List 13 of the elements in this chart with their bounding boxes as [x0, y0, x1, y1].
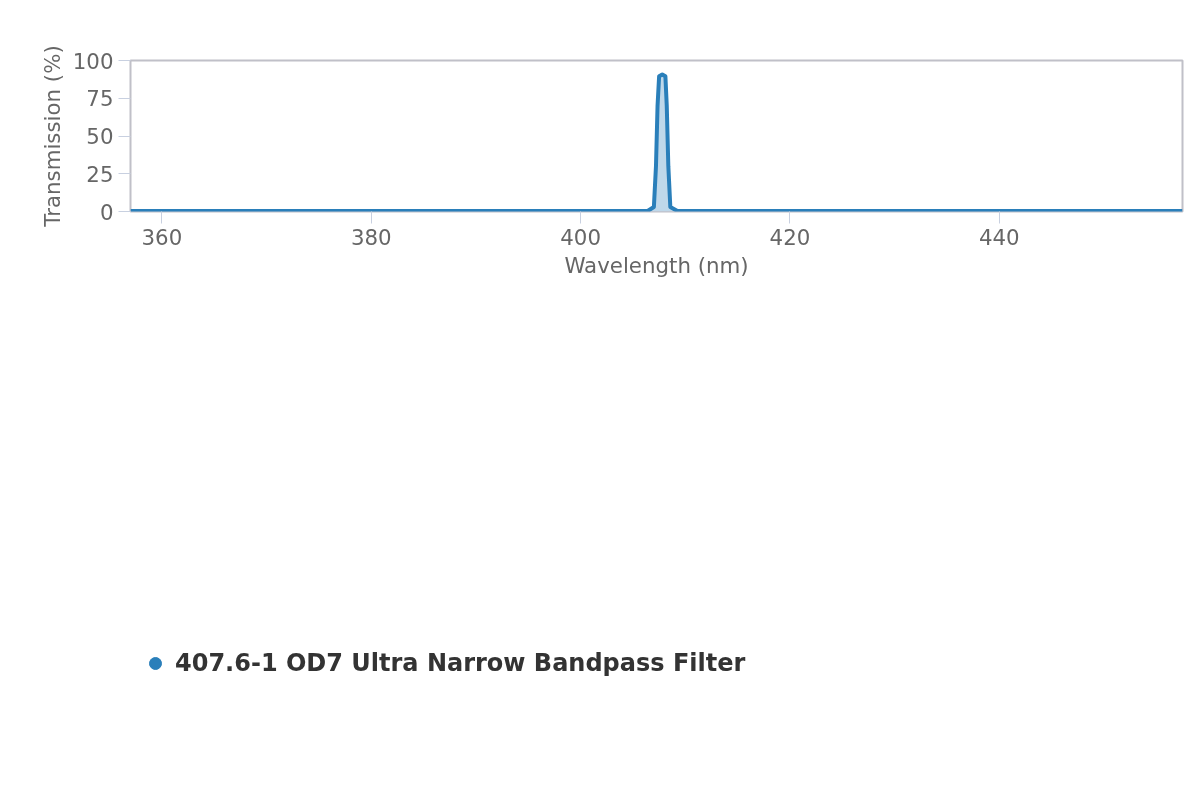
y-tick-label: 100 — [72, 48, 114, 74]
x-tick-label: 400 — [560, 224, 601, 250]
x-tick-label: 380 — [350, 224, 392, 250]
x-tick-label: 420 — [769, 224, 811, 250]
y-tick-label: 25 — [86, 161, 114, 187]
y-tick-label: 75 — [86, 86, 114, 112]
y-tick-label: 50 — [86, 124, 114, 149]
x-axis-title: Wavelength (nm) — [564, 252, 749, 278]
y-tick-label: 0 — [99, 199, 114, 225]
x-tick-label: 440 — [978, 224, 1020, 250]
y-axis-title: Transmission (%) — [39, 45, 65, 228]
x-tick-label: 360 — [141, 224, 183, 250]
legend-label: 407.6-1 OD7 Ultra Narrow Bandpass Filter — [175, 648, 746, 677]
